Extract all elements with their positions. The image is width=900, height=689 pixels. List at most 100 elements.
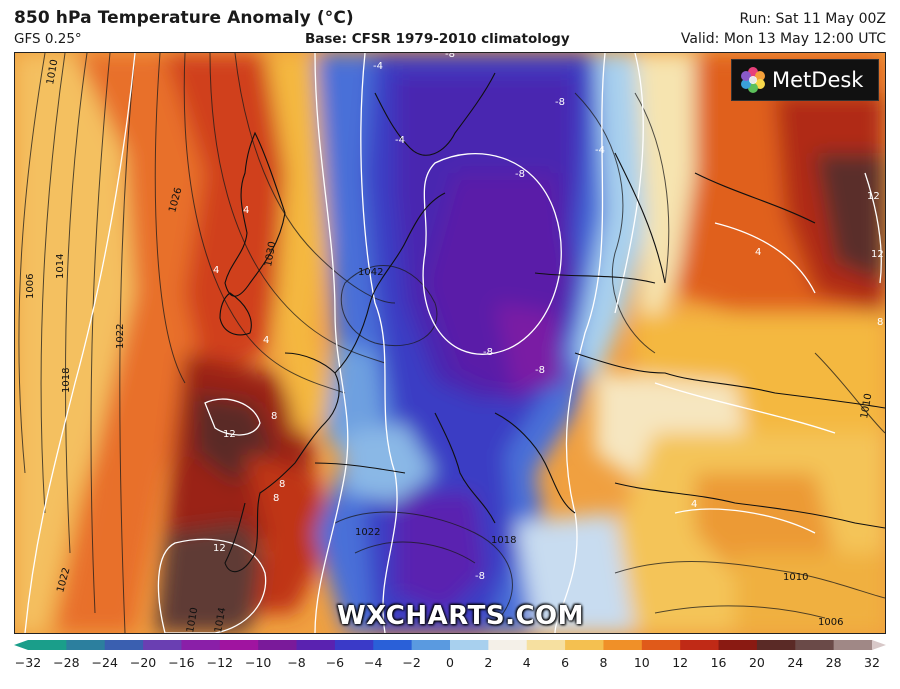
colorbar-tick-label: −24 — [91, 655, 118, 670]
watermark: WXCHARTS.COM — [337, 601, 585, 631]
colorbar-tick-label: 4 — [522, 655, 531, 670]
colorbar-cell — [219, 640, 259, 650]
colorbar-tick-label: 8 — [599, 655, 608, 670]
colorbar-cell — [334, 640, 374, 650]
anomaly-contours — [24, 53, 882, 633]
colorbar-arrow-left — [14, 640, 28, 650]
colorbar-cell — [411, 640, 451, 650]
isobar-label: 1030 — [263, 241, 278, 268]
colorbar-cell — [296, 640, 336, 650]
colorbar-tick-label: 28 — [825, 655, 842, 670]
anomaly-map[interactable]: 1010 1006 1014 1018 1022 1026 1030 1042 … — [14, 52, 886, 634]
colorbar-cell — [66, 640, 106, 650]
isobar-label: 1010 — [859, 393, 874, 420]
anomaly-label: -8 — [475, 571, 485, 582]
isobar-label: 1014 — [213, 607, 228, 633]
isobar-label: 1014 — [55, 254, 66, 279]
colorbar-cell — [373, 640, 413, 650]
colorbar-tick-label: −2 — [402, 655, 421, 670]
colorbar-tick-label: −10 — [244, 655, 272, 670]
anomaly-label: -4 — [373, 61, 383, 72]
colorbar-arrow-right — [872, 640, 886, 650]
colorbar-tick-label: 10 — [633, 655, 650, 670]
anomaly-label: 4 — [691, 499, 697, 510]
isobar-label: 1022 — [355, 527, 380, 538]
anomaly-label: 8 — [877, 317, 883, 328]
colorbar-ticks: −32 −28 −24 −20 −16 −12 −10 −8 −6 −4 −2 0 2 4 6 8 10 12 16… — [0, 655, 900, 675]
colorbar-tick-label: 32 — [864, 655, 880, 670]
anomaly-label: 12 — [867, 191, 880, 202]
colorbar-tick-label: 0 — [446, 655, 454, 670]
model-label: GFS 0.25° — [14, 31, 82, 47]
anomaly-label: 8 — [273, 493, 279, 504]
metdesk-logo: MetDesk — [731, 59, 879, 101]
colorbar-cell — [718, 640, 758, 650]
anomaly-label: 4 — [213, 265, 219, 276]
colorbar-tick-label: 20 — [748, 655, 765, 670]
anomaly-label: 12 — [213, 543, 226, 554]
colorbar-cell — [258, 640, 298, 650]
colorbar-tick-label: 24 — [787, 655, 804, 670]
anomaly-label: -4 — [395, 135, 405, 146]
chart-title: 850 hPa Temperature Anomaly (°C) — [14, 8, 354, 28]
anomaly-label: 12 — [223, 429, 236, 440]
anomaly-label: -4 — [595, 145, 605, 156]
anomaly-label: 8 — [271, 411, 277, 422]
colorbar-tick-label: 16 — [710, 655, 727, 670]
anomaly-label: -8 — [535, 365, 545, 376]
isobar-label: 1010 — [45, 59, 60, 86]
colorbar-tick-label: −28 — [53, 655, 80, 670]
colorbar-tick-label: −4 — [364, 655, 383, 670]
coastlines — [219, 72, 885, 573]
anomaly-label: -8 — [515, 169, 525, 180]
colorbar-tick-label: −12 — [206, 655, 234, 670]
colorbar-cell — [565, 640, 605, 650]
colorbar-cell — [756, 640, 796, 650]
colorbar-tick-label: 12 — [672, 655, 689, 670]
anomaly-label: 4 — [263, 335, 269, 346]
colorbar-cell — [526, 640, 566, 650]
anomaly-label-group: -4 -8 -8 -4 -4 4 -8 4 4 8 12 8 8 12 -8 -… — [213, 53, 884, 582]
colorbar-tick-label: −16 — [168, 655, 195, 670]
anomaly-label: 8 — [279, 479, 285, 490]
colorbar-cell — [28, 640, 67, 650]
valid-time-label: Valid: Mon 13 May 12:00 UTC — [680, 31, 886, 47]
colorbar-tick-label: −32 — [14, 655, 42, 670]
logo-text: MetDesk — [772, 68, 864, 92]
anomaly-label: -8 — [483, 347, 493, 358]
map-canvas: 1010 1006 1014 1018 1022 1026 1030 1042 … — [15, 53, 885, 633]
anomaly-field — [15, 53, 885, 633]
colorbar — [14, 640, 886, 650]
anomaly-label: -8 — [555, 97, 565, 108]
colorbar-tick-label: −6 — [325, 655, 345, 670]
colorbar-cell — [143, 640, 183, 650]
colorbar-cell — [833, 640, 873, 650]
colorbar-cell — [603, 640, 643, 650]
anomaly-label: 4 — [755, 247, 761, 258]
isobar-label: 1010 — [783, 572, 808, 583]
anomaly-label: 12 — [871, 249, 884, 260]
colorbar-cell — [450, 640, 489, 650]
colorbar-cell — [181, 640, 221, 650]
isobar-label: 1018 — [491, 535, 516, 546]
colorbar-tick-label: 6 — [561, 655, 570, 670]
colorbar-cell — [641, 640, 681, 650]
colorbar-cell — [795, 640, 835, 650]
colorbar-tick-label: −20 — [129, 655, 157, 670]
isobar-lines — [18, 53, 885, 633]
isobar-label: 1010 — [185, 607, 200, 633]
colorbar-tick-label: 2 — [484, 655, 493, 670]
colorbar-tick-label: −8 — [287, 655, 306, 670]
header: 850 hPa Temperature Anomaly (°C) GFS 0.2… — [0, 0, 900, 52]
isobar-label: 1042 — [358, 267, 383, 278]
isobar-label: 1022 — [115, 324, 126, 349]
metdesk-flower-icon — [741, 67, 765, 93]
colorbar-cell — [488, 640, 528, 650]
run-time-label: Run: Sat 11 May 00Z — [739, 11, 886, 27]
anomaly-label: 4 — [243, 205, 249, 216]
isobar-label: 1018 — [61, 368, 72, 393]
isobar-label: 1006 — [25, 274, 36, 299]
anomaly-label: -8 — [445, 53, 455, 60]
climatology-base-label: Base: CFSR 1979-2010 climatology — [305, 31, 570, 47]
isobar-label: 1006 — [818, 617, 843, 628]
